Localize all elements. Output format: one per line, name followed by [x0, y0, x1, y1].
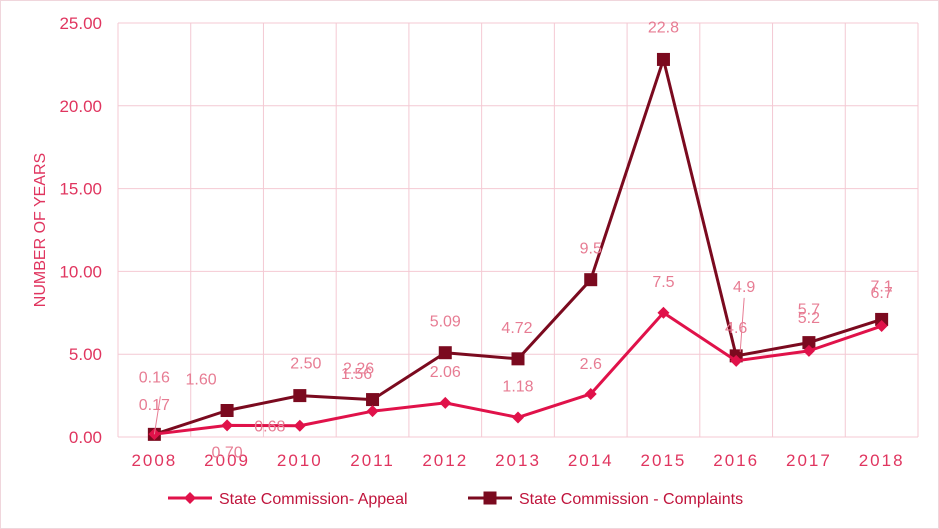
x-tick-label: 2009 — [204, 451, 250, 470]
data-point-diamond — [439, 396, 452, 409]
legend: State Commission- Appeal State Commission… — [168, 491, 743, 508]
data-point-square — [483, 491, 497, 505]
data-point-square — [511, 352, 525, 366]
y-tick-label: 25.00 — [59, 14, 102, 33]
data-label: 7.1 — [871, 278, 893, 295]
data-point-square — [293, 389, 307, 403]
x-tick-label: 2010 — [277, 451, 323, 470]
data-label: 0.68 — [254, 419, 285, 436]
data-point-diamond — [221, 419, 234, 432]
data-label: 4.9 — [733, 279, 755, 296]
x-tick-label: 2015 — [641, 451, 687, 470]
legend-item-complaints: State Commission - Complaints — [468, 491, 743, 508]
data-point-diamond — [184, 492, 196, 504]
data-label: 5.09 — [430, 314, 461, 331]
data-point-square — [438, 346, 452, 360]
data-label: 1.60 — [186, 372, 217, 389]
y-tick-label: 15.00 — [59, 180, 102, 199]
y-tick-label: 0.00 — [69, 428, 102, 447]
data-point-diamond — [366, 405, 379, 418]
x-tick-label: 2011 — [350, 451, 395, 470]
data-label: 5.7 — [798, 302, 820, 319]
x-tick-label: 2016 — [713, 451, 759, 470]
data-label: 2.50 — [290, 356, 321, 373]
data-label: 0.17 — [139, 397, 170, 414]
x-tick-label: 2017 — [786, 451, 832, 470]
data-label: 4.72 — [501, 320, 532, 337]
y-tick-label: 10.00 — [59, 262, 102, 281]
label-leader-line — [153, 396, 161, 435]
data-label: 22.8 — [648, 19, 679, 36]
data-point-square — [220, 404, 234, 418]
y-tick-label: 5.00 — [69, 345, 102, 364]
data-point-diamond — [657, 306, 670, 319]
data-point-diamond — [584, 387, 597, 400]
data-point-diamond — [293, 419, 306, 432]
data-label: 7.5 — [652, 274, 674, 291]
label-leader-line — [739, 297, 745, 352]
data-point-square — [656, 52, 670, 66]
x-tick-label: 2014 — [568, 451, 614, 470]
data-label: 9.5 — [580, 241, 602, 258]
series — [147, 52, 889, 441]
data-point-diamond — [802, 344, 815, 357]
x-tick-label: 2008 — [131, 451, 177, 470]
data-point-square — [875, 312, 889, 326]
series-complaints — [147, 52, 889, 441]
legend-label: State Commission - Complaints — [519, 491, 743, 508]
legend-label: State Commission- Appeal — [219, 491, 408, 508]
y-axis-title: NUMBER OF YEARS — [32, 153, 49, 307]
axes: 0.00 5.00 10.00 15.00 20.00 25.00 2008 2009 2010… — [59, 14, 905, 470]
y-tick-label: 20.00 — [59, 97, 102, 116]
data-label: 0.16 — [139, 369, 170, 386]
data-point-diamond — [730, 354, 743, 367]
data-label: 2.06 — [430, 364, 461, 381]
data-label: 5.2 — [798, 310, 820, 327]
x-tick-label: 2018 — [859, 451, 905, 470]
data-label: 2.26 — [343, 361, 374, 378]
data-point-square — [366, 393, 380, 407]
data-point-square — [802, 336, 816, 350]
data-label: 2.6 — [580, 356, 602, 373]
grid — [117, 22, 919, 438]
data-point-diamond — [875, 320, 888, 333]
data-point-square — [584, 273, 598, 287]
data-point-diamond — [512, 411, 524, 424]
series-appeal — [148, 306, 888, 441]
data-label: 0.70 — [212, 444, 243, 461]
data-label: 6.7 — [871, 285, 893, 302]
data-label: 4.6 — [725, 320, 747, 337]
data-label: 1.18 — [502, 378, 533, 395]
data-label: 1.56 — [341, 366, 372, 383]
x-tick-label: 2013 — [495, 451, 541, 470]
x-tick-label: 2012 — [422, 451, 468, 470]
legend-item-appeal: State Commission- Appeal — [168, 491, 408, 508]
data-labels: 0.17 0.70 0.68 1.56 2.06 1.18 2.6 7.5 4.6 5.2 6.7 0… — [139, 19, 893, 461]
